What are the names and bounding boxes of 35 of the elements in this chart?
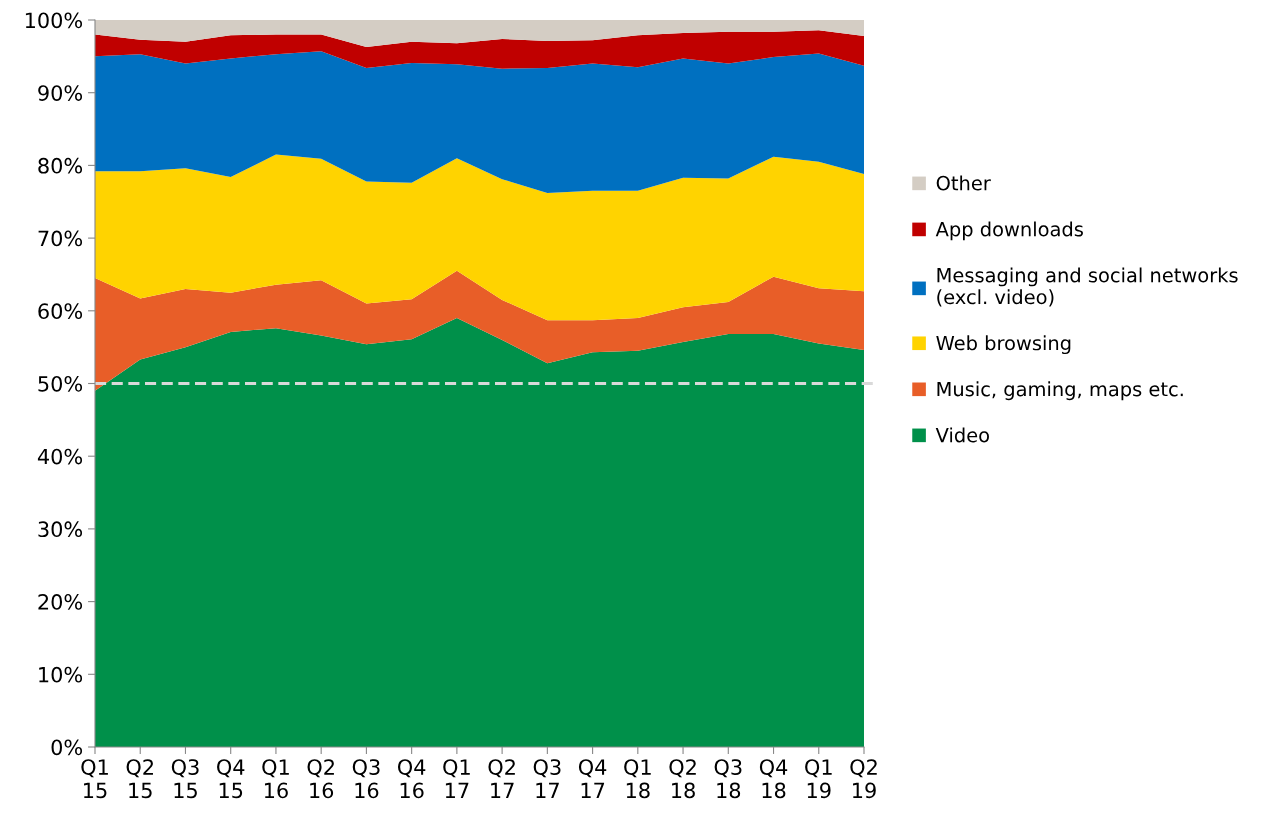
x-tick-label: Q1 18 bbox=[624, 759, 651, 799]
y-tick-label: 90% bbox=[38, 85, 83, 101]
legend-label: App downloads bbox=[935, 221, 1083, 241]
x-tick-label: Q3 16 bbox=[352, 759, 380, 799]
legend-label: Music, gaming, maps etc. bbox=[937, 381, 1183, 401]
legend-label: Other bbox=[936, 175, 991, 191]
legend-label: Web browsing bbox=[936, 335, 1071, 355]
y-tick-label: 100% bbox=[25, 12, 83, 29]
x-tick-label: Q2 16 bbox=[307, 759, 334, 799]
y-tick-label: 50% bbox=[38, 375, 83, 392]
x-tick-label: Q4 18 bbox=[759, 759, 788, 799]
y-tick-label: 60% bbox=[38, 303, 83, 320]
y-tick-label: 70% bbox=[38, 230, 83, 247]
y-tick-label: 10% bbox=[39, 666, 83, 683]
x-tick-label: Q4 17 bbox=[578, 759, 607, 798]
legend-label: Video bbox=[935, 427, 989, 443]
x-tick-label: Q2 19 bbox=[850, 759, 877, 799]
y-tick-label: 80% bbox=[38, 157, 83, 174]
x-tick-label: Q1 15 bbox=[81, 759, 108, 799]
legend-label: Messaging and social networks (excl. video) bbox=[937, 267, 1238, 307]
x-tick-label: Q2 18 bbox=[669, 759, 696, 799]
x-tick-label: Q4 16 bbox=[397, 759, 426, 799]
x-tick-label: Q1 16 bbox=[262, 759, 289, 799]
y-tick-label: 40% bbox=[37, 448, 83, 465]
x-tick-label: Q1 19 bbox=[805, 759, 832, 799]
x-tick-label: Q2 17 bbox=[488, 759, 515, 798]
x-tick-label: Q3 18 bbox=[714, 759, 742, 799]
x-tick-label: Q3 15 bbox=[171, 759, 199, 799]
y-tick-label: 30% bbox=[38, 521, 83, 538]
x-tick-label: Q2 15 bbox=[126, 759, 153, 799]
x-tick-label: Q1 17 bbox=[443, 759, 470, 798]
y-tick-label: 0% bbox=[51, 739, 83, 756]
x-tick-label: Q4 15 bbox=[217, 759, 245, 799]
x-tick-label: Q3 17 bbox=[533, 759, 561, 798]
y-tick-label: 20% bbox=[38, 594, 83, 610]
